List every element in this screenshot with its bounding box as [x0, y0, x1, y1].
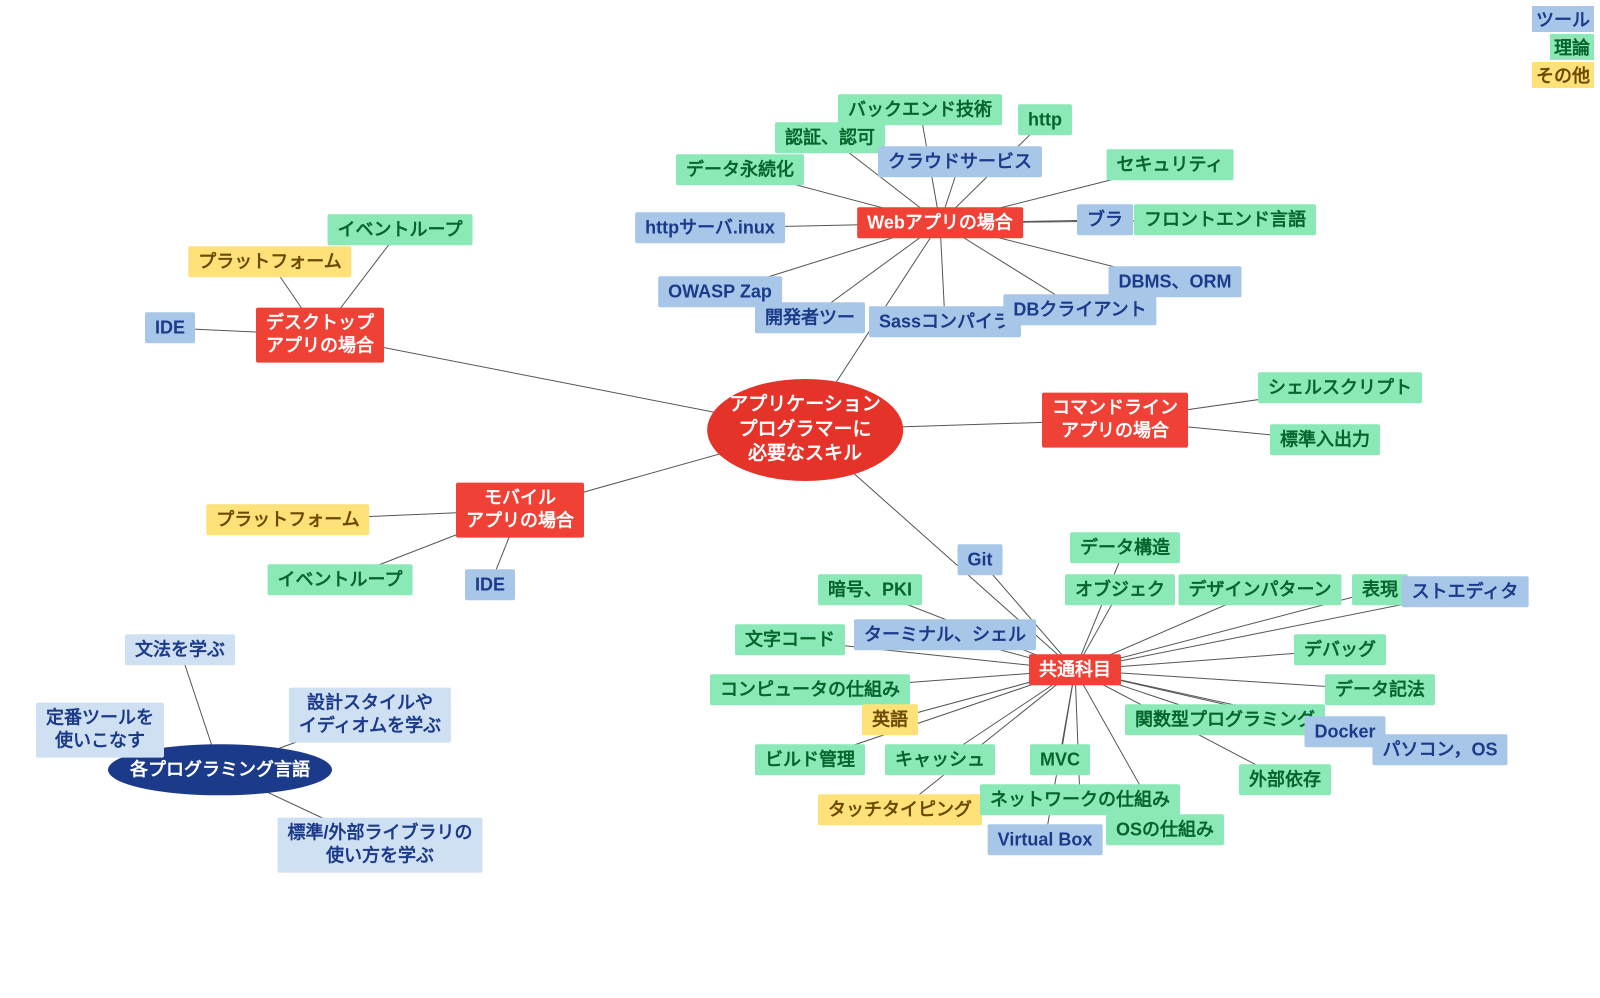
node-k_datanote: データ記法 [1325, 674, 1435, 705]
node-desktop: デスクトップ アプリの場合 [256, 308, 384, 363]
node-c_stdio: 標準入出力 [1270, 424, 1380, 455]
node-w_cloud: クラウドサービス [878, 146, 1042, 177]
node-k_debug: デバッグ [1294, 634, 1386, 665]
node-web: Webアプリの場合 [857, 207, 1023, 238]
node-d_ide: IDE [145, 312, 195, 343]
legend-item: 理論 [1550, 34, 1594, 60]
node-k_design: デザインパターン [1178, 574, 1341, 605]
node-k_extdep: 外部依存 [1239, 764, 1331, 795]
node-common: 共通科目 [1029, 654, 1121, 685]
node-l_tool: 定番ツールを 使いこなす [36, 703, 164, 758]
node-w_httpserv: httpサーバ.inux [635, 212, 785, 243]
node-root: アプリケーション プログラマーに 必要なスキル [707, 379, 903, 481]
node-w_persist: データ永続化 [676, 154, 804, 185]
node-w_auth: 認証、認可 [775, 122, 885, 153]
node-w_devtool: 開発者ツー [755, 302, 865, 333]
node-k_build: ビルド管理 [755, 744, 865, 775]
node-k_mvc: MVC [1030, 744, 1090, 775]
node-k_charset: 文字コード [735, 624, 845, 655]
node-w_http: http [1018, 104, 1072, 135]
node-k_crypto: 暗号、PKI [818, 574, 922, 605]
node-w_br: ブラ [1077, 204, 1133, 235]
node-c_shell: シェルスクリプト [1258, 372, 1422, 403]
node-k_func: 関数型プログラミング [1125, 704, 1325, 735]
node-k_git: Git [958, 544, 1003, 575]
node-cli: コマンドライン アプリの場合 [1042, 393, 1188, 448]
node-l_lib: 標準/外部ライブラリの 使い方を学ぶ [278, 818, 483, 873]
node-k_os: OSの仕組み [1106, 814, 1224, 845]
node-mobile: モバイル アプリの場合 [456, 483, 584, 538]
node-k_ds: データ構造 [1070, 532, 1180, 563]
node-k_vbox: Virtual Box [988, 824, 1103, 855]
node-k_net: ネットワークの仕組み [980, 784, 1180, 815]
node-m_platform: プラットフォーム [206, 504, 369, 535]
node-k_comp: コンピュータの仕組み [710, 674, 910, 705]
node-m_eventloop: イベントループ [268, 564, 413, 595]
node-w_front: フロントエンド言語 [1134, 204, 1316, 235]
node-k_term: ターミナル、シェル [854, 619, 1036, 650]
node-l_idiom: 設計スタイルや イディオムを学ぶ [289, 688, 451, 743]
node-k_obj: オブジェク [1065, 574, 1175, 605]
node-m_ide: IDE [465, 569, 515, 600]
node-k_editor: ストエディタ [1402, 576, 1529, 607]
node-d_platform: プラットフォーム [188, 246, 351, 277]
node-l_grammar: 文法を学ぶ [125, 634, 235, 665]
node-w_dbcli: DBクライアント [1003, 294, 1156, 325]
legend-item: その他 [1532, 62, 1594, 88]
mindmap-canvas: アプリケーション プログラマーに 必要なスキル デスクトップ アプリの場合モバイル… [0, 0, 1600, 998]
legend: ツール理論その他 [1532, 6, 1594, 90]
node-w_dbms: DBMS、ORM [1109, 266, 1242, 297]
node-k_eng: 英語 [862, 704, 918, 735]
node-w_sass: Sassコンパイラ [869, 306, 1021, 337]
node-d_eventloop: イベントループ [328, 214, 473, 245]
node-k_cache: キャッシュ [885, 744, 995, 775]
node-k_pc: パソコン，OS [1372, 734, 1507, 765]
node-k_regex: 表現 [1352, 574, 1408, 605]
node-k_touch: タッチタイピング [818, 794, 982, 825]
node-w_backend: バックエンド技術 [838, 94, 1002, 125]
legend-item: ツール [1532, 6, 1594, 32]
node-w_security: セキュリティ [1107, 149, 1234, 180]
